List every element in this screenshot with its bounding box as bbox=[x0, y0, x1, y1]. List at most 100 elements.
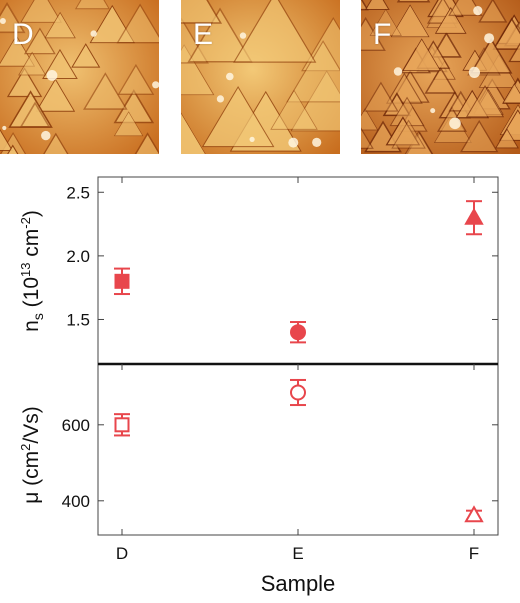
afm-triangle bbox=[181, 0, 223, 24]
afm-texture bbox=[361, 0, 520, 154]
data-point-d bbox=[114, 413, 130, 437]
afm-triangle bbox=[364, 0, 390, 11]
lower-series bbox=[114, 378, 484, 523]
afm-bright-spot bbox=[288, 137, 299, 148]
afm-bright-spot bbox=[226, 72, 234, 81]
afm-triangle bbox=[7, 144, 19, 154]
ylabel-main: μ (cm bbox=[20, 451, 43, 504]
afm-triangle bbox=[508, 42, 520, 63]
ylabel-close: ) bbox=[20, 210, 43, 217]
upper-series bbox=[114, 200, 484, 344]
afm-label: F bbox=[373, 18, 392, 51]
afm-bright-spot bbox=[2, 125, 7, 131]
afm-triangle bbox=[83, 72, 128, 110]
afm-bright-spot bbox=[41, 130, 51, 141]
x-tick-label: E bbox=[292, 544, 303, 563]
afm-triangle bbox=[134, 132, 159, 154]
x-tick-label: D bbox=[116, 544, 128, 563]
afm-bright-spot bbox=[0, 18, 6, 24]
marker-circle bbox=[290, 384, 306, 401]
lower-y-label: μ (cm2/Vs) bbox=[18, 406, 43, 504]
data-point-e bbox=[290, 378, 306, 407]
stacked-chart: 1.5 2.0 2.5 ns (1013 cm-2) 400 600 μ (cm2/V… bbox=[18, 176, 499, 596]
afm-triangle bbox=[44, 11, 76, 39]
afm-triangle bbox=[465, 85, 505, 118]
data-point-f bbox=[464, 505, 484, 523]
afm-triangle bbox=[117, 63, 155, 95]
afm-triangle bbox=[434, 7, 467, 34]
data-point-d bbox=[114, 267, 130, 296]
data-point-f bbox=[464, 200, 484, 236]
afm-triangle bbox=[361, 108, 379, 131]
afm-triangle bbox=[396, 0, 431, 3]
ylabel-sub: s bbox=[30, 313, 46, 320]
afm-bright-spot bbox=[473, 6, 483, 16]
afm-triangle bbox=[181, 44, 215, 96]
x-tick-label: F bbox=[469, 544, 479, 563]
x-axis-label: Sample bbox=[261, 571, 336, 596]
afm-triangle bbox=[187, 7, 253, 63]
afm-triangle bbox=[0, 34, 36, 67]
afm-triangle bbox=[113, 111, 144, 137]
afm-triangle bbox=[424, 66, 457, 94]
afm-triangle bbox=[390, 4, 430, 38]
afm-triangle bbox=[181, 112, 206, 154]
y-tick-label: 2.5 bbox=[66, 183, 90, 202]
y-tick-label: 600 bbox=[62, 416, 90, 435]
marker-triangle bbox=[464, 207, 484, 225]
ylabel-open: (10 bbox=[20, 277, 43, 313]
afm-bright-spot bbox=[484, 33, 495, 44]
afm-triangle bbox=[391, 119, 426, 149]
afm-bright-spot bbox=[46, 70, 58, 81]
afm-triangle bbox=[369, 8, 402, 36]
afm-texture bbox=[181, 0, 340, 154]
ylabel-main: n bbox=[20, 320, 43, 332]
afm-triangle bbox=[23, 27, 56, 55]
upper-y-ticks: 1.5 2.0 2.5 bbox=[66, 183, 498, 329]
y-tick-label: 400 bbox=[62, 492, 90, 511]
afm-texture bbox=[0, 0, 159, 154]
marker-circle bbox=[290, 324, 306, 341]
afm-label: E bbox=[193, 18, 214, 51]
ylabel-rest: /Vs) bbox=[20, 406, 43, 443]
afm-bright-spot bbox=[449, 117, 461, 130]
afm-triangle bbox=[233, 0, 317, 63]
ylabel-mid: cm bbox=[20, 229, 43, 263]
afm-triangle bbox=[71, 43, 101, 68]
afm-triangle bbox=[43, 132, 69, 154]
ylabel-sup: 2 bbox=[18, 444, 33, 451]
afm-image-e: E bbox=[181, 0, 340, 154]
afm-bright-spot bbox=[239, 32, 247, 39]
afm-image-d: D bbox=[0, 0, 159, 154]
x-axis: D E F bbox=[116, 177, 479, 563]
afm-bright-spot bbox=[468, 66, 480, 78]
y-tick-label: 1.5 bbox=[66, 310, 90, 329]
afm-bright-spot bbox=[90, 30, 97, 37]
ylabel-sup2: -2 bbox=[18, 217, 33, 229]
afm-triangle bbox=[18, 51, 47, 76]
afm-triangle bbox=[201, 86, 275, 148]
afm-triangle bbox=[492, 17, 520, 50]
afm-triangle bbox=[495, 128, 519, 149]
afm-triangle bbox=[385, 116, 421, 146]
afm-bright-spot bbox=[152, 81, 159, 89]
marker-square bbox=[114, 273, 130, 289]
afm-bright-spot bbox=[393, 67, 403, 76]
afm-triangle bbox=[361, 0, 369, 11]
afm-triangle bbox=[116, 3, 159, 44]
afm-triangle bbox=[0, 1, 26, 34]
ylabel-sup1: 13 bbox=[18, 263, 33, 277]
afm-triangle bbox=[270, 89, 318, 130]
afm-triangle bbox=[0, 128, 14, 151]
afm-triangle bbox=[35, 78, 76, 112]
afm-triangle bbox=[19, 101, 51, 128]
afm-bright-spot bbox=[430, 108, 436, 114]
upper-y-label: ns (1013 cm-2) bbox=[18, 210, 46, 332]
afm-bright-spot bbox=[249, 136, 255, 142]
upper-panel: 1.5 2.0 2.5 ns (1013 cm-2) bbox=[18, 176, 499, 365]
afm-triangle bbox=[402, 38, 442, 71]
afm-triangle bbox=[6, 67, 43, 98]
afm-triangle bbox=[286, 40, 340, 103]
afm-label: D bbox=[12, 18, 34, 51]
marker-square bbox=[114, 417, 130, 433]
